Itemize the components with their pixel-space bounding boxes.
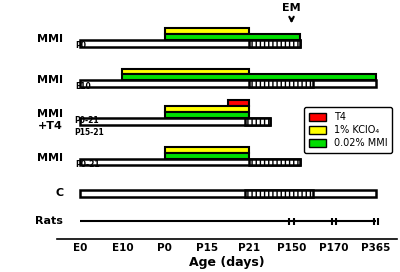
Text: MMI: MMI [37,75,63,85]
Bar [249,81,313,87]
Bar [165,112,249,118]
Text: P15-21: P15-21 [75,128,104,137]
Text: MMI: MMI [37,153,63,163]
Bar [122,75,376,81]
Bar [80,40,300,47]
Text: P0-21: P0-21 [75,160,100,169]
Text: P0: P0 [75,41,86,50]
Bar [165,106,249,112]
Bar [165,147,249,153]
Legend: T4, 1% KClO₄, 0.02% MMI: T4, 1% KClO₄, 0.02% MMI [304,107,392,153]
Bar [80,190,376,197]
Text: +T4: +T4 [38,121,63,131]
Text: MMI: MMI [37,109,63,119]
X-axis label: Age (days): Age (days) [189,256,265,269]
Text: P0-21: P0-21 [74,116,98,125]
Bar [80,81,376,87]
Bar [245,118,270,125]
Bar [245,190,313,197]
Bar [122,69,249,75]
Bar [249,159,300,165]
Text: MMI: MMI [37,34,63,44]
Bar [165,153,249,159]
Text: EM: EM [282,3,301,21]
Bar [80,159,300,165]
Text: E10: E10 [75,82,91,91]
Bar [80,118,270,125]
Bar [165,34,300,40]
Bar [249,40,300,47]
Text: C: C [55,188,63,198]
Bar [165,28,249,34]
Text: Rats: Rats [35,217,63,226]
Bar [228,100,249,106]
